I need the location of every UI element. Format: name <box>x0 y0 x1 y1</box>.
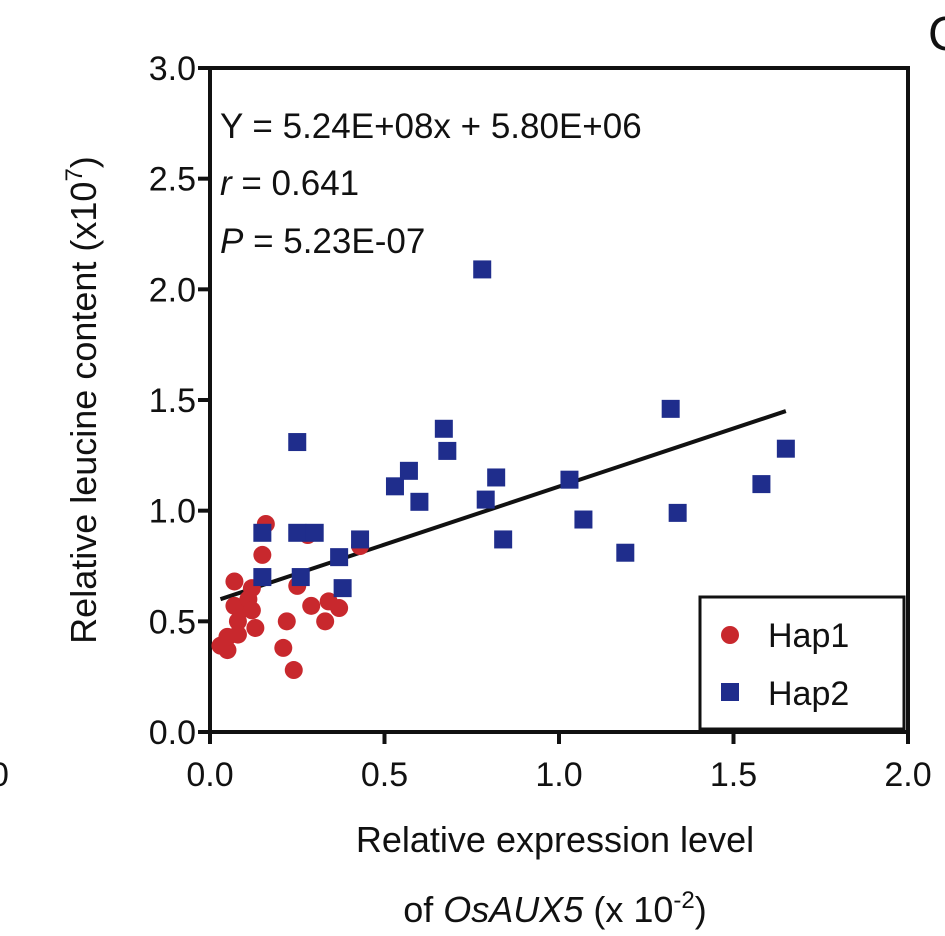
y-tick-label: 2.5 <box>149 161 196 199</box>
data-point-hap2 <box>288 523 307 542</box>
data-point-hap2 <box>288 433 307 452</box>
legend: Hap1 Hap2 <box>698 595 906 731</box>
data-point-hap1 <box>225 572 244 591</box>
data-point-hap1 <box>316 612 335 631</box>
data-point-hap1 <box>277 612 296 631</box>
data-points <box>211 260 795 680</box>
y-tick-label: 2.0 <box>149 271 196 309</box>
data-point-hap1 <box>284 661 303 680</box>
y-axis-ticks: 0.0 0.5 1.0 1.5 2.0 2.5 3.0 <box>149 50 210 752</box>
data-point-hap2 <box>253 523 272 542</box>
legend-marker-hap2 <box>721 683 739 701</box>
data-point-hap1 <box>274 638 293 657</box>
correlation-annotation: r = 0.641 <box>220 164 359 203</box>
data-point-hap2 <box>399 461 418 480</box>
data-point-hap2 <box>668 503 687 522</box>
y-axis-title-close: ) <box>63 156 104 168</box>
p-value: = 5.23E-07 <box>243 222 425 261</box>
data-point-hap2 <box>616 543 635 562</box>
x-axis-ticks: 0.0 0.5 1.0 1.5 2.0 <box>186 732 932 794</box>
data-point-hap2 <box>438 441 457 460</box>
x-axis-title-line2: of OsAUX5 (x 10-2) <box>403 887 706 930</box>
data-point-hap2 <box>253 568 272 587</box>
data-point-hap2 <box>476 490 495 509</box>
legend-box <box>698 595 906 731</box>
data-point-hap1 <box>218 641 237 660</box>
x-axis-title-line1: Relative expression level <box>356 819 754 860</box>
data-point-hap2 <box>494 530 513 549</box>
data-point-hap2 <box>574 510 593 529</box>
y-tick-label: 3.0 <box>149 50 196 88</box>
edge-label-right: C <box>928 8 945 61</box>
legend-label-hap1: Hap1 <box>768 617 849 655</box>
x-tick-label: 1.5 <box>710 756 757 794</box>
data-point-hap1 <box>330 599 349 618</box>
data-point-hap2 <box>560 470 579 489</box>
regression-equation: Y = 5.24E+08x + 5.80E+06 <box>220 107 642 146</box>
y-axis-title: Relative leucine content (x107) <box>61 156 104 644</box>
edge-label-left: 0 <box>0 756 9 794</box>
data-point-hap1 <box>253 545 272 564</box>
data-point-hap1 <box>228 612 247 631</box>
x-tick-label: 0.0 <box>186 756 233 794</box>
y-tick-label: 0.5 <box>149 603 196 641</box>
data-point-hap1 <box>302 596 321 615</box>
x-axis-title-prefix: of <box>403 889 443 930</box>
data-point-hap1 <box>246 618 265 637</box>
trendline <box>219 409 787 602</box>
y-axis-title-exponent: 7 <box>61 168 88 181</box>
legend-marker-hap1 <box>721 626 739 644</box>
data-point-hap2 <box>385 477 404 496</box>
x-tick-label: 0.5 <box>361 756 408 794</box>
data-point-hap1 <box>228 625 247 644</box>
r-symbol: r <box>220 164 233 203</box>
data-point-hap2 <box>333 579 352 598</box>
r-value: = 0.641 <box>232 164 359 203</box>
data-point-hap2 <box>487 468 506 487</box>
trendline-group <box>219 409 787 602</box>
data-point-hap2 <box>330 548 349 567</box>
p-symbol: P <box>220 222 244 261</box>
data-point-hap2 <box>410 492 429 511</box>
series-hap2 <box>253 260 795 598</box>
data-point-hap2 <box>661 399 680 418</box>
data-point-hap1 <box>242 601 261 620</box>
data-point-hap2 <box>291 568 310 587</box>
p-value-annotation: P = 5.23E-07 <box>220 222 425 261</box>
data-point-hap2 <box>434 419 453 438</box>
data-point-hap2 <box>351 530 370 549</box>
y-axis-title-main: Relative leucine content (x10 <box>63 182 104 644</box>
y-tick-label: 1.0 <box>149 493 196 531</box>
data-point-hap2 <box>752 475 771 494</box>
x-tick-label: 2.0 <box>884 756 931 794</box>
x-axis-title-gene: OsAUX5 <box>443 889 584 930</box>
data-point-hap2 <box>776 439 795 458</box>
y-tick-label: 0.0 <box>149 714 196 752</box>
x-axis-title-close: ) <box>695 889 707 930</box>
data-point-hap2 <box>473 260 492 279</box>
x-tick-label: 1.0 <box>535 756 582 794</box>
data-point-hap2 <box>305 523 324 542</box>
legend-label-hap2: Hap2 <box>768 675 849 713</box>
x-axis-title-exponent: -2 <box>673 887 694 914</box>
x-axis-title-suffix: (x 10 <box>583 889 673 930</box>
y-tick-label: 1.5 <box>149 382 196 420</box>
